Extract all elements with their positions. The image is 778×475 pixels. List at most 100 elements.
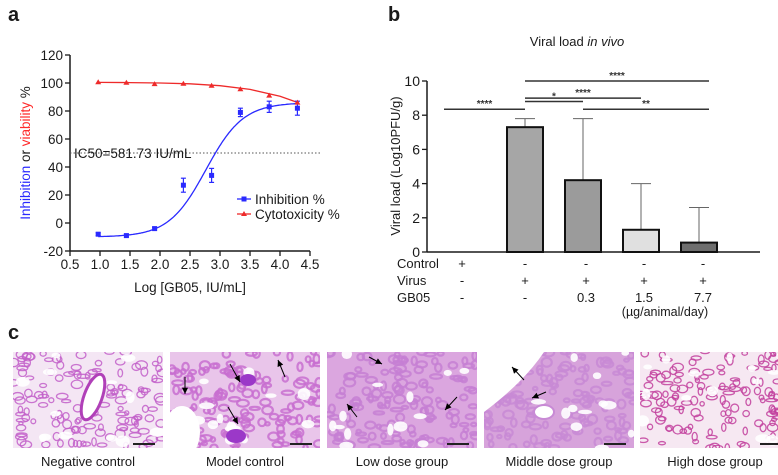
alveolus <box>388 366 403 375</box>
alveolus <box>119 427 128 432</box>
alveolus <box>730 403 740 413</box>
alveolus <box>190 403 198 412</box>
airspace <box>688 371 701 377</box>
legend: Inhibition %Cytotoxicity % <box>237 192 340 222</box>
alveolus <box>628 398 634 406</box>
alveolus <box>736 440 746 447</box>
alveolus <box>114 358 126 366</box>
alveolus <box>357 436 369 444</box>
alveolus <box>372 410 386 416</box>
airspace <box>120 354 136 362</box>
inhibition-point <box>95 231 101 237</box>
airspace <box>643 364 652 370</box>
alveolus <box>73 369 82 380</box>
alveolus <box>80 440 87 448</box>
alveolus <box>741 386 751 397</box>
alveolus <box>640 352 650 358</box>
alveolus <box>367 443 382 448</box>
cytotoxicity-point <box>151 81 158 87</box>
alveolus <box>772 393 778 402</box>
alveolus <box>669 384 681 393</box>
alveolus <box>129 427 140 434</box>
alveolus <box>435 436 449 446</box>
alveolus <box>14 396 26 405</box>
alveolus <box>469 421 477 428</box>
alveolus <box>346 419 357 429</box>
alveolus <box>82 441 92 447</box>
alveolus <box>580 390 589 397</box>
alveolus <box>24 388 33 398</box>
alveolus <box>657 440 667 446</box>
airspace <box>627 429 634 438</box>
alveolus <box>367 431 377 441</box>
alveolus <box>356 352 366 362</box>
alveolus <box>67 437 76 448</box>
alveolus <box>764 387 774 397</box>
alveolus <box>327 352 336 358</box>
alveolus <box>447 437 455 447</box>
alveolus <box>171 379 185 387</box>
alveolus <box>283 414 293 422</box>
alveolus <box>379 432 388 440</box>
x-tick-label: 4.0 <box>271 257 290 272</box>
alveolus <box>229 442 241 448</box>
airspace <box>38 433 52 441</box>
alveolus <box>75 352 87 360</box>
alveolus <box>156 368 163 378</box>
alveolus <box>140 366 149 377</box>
alveolus <box>380 439 395 446</box>
alveolus <box>115 411 129 417</box>
alveolus <box>239 408 250 418</box>
airspace <box>216 413 224 424</box>
alveolus <box>772 378 778 385</box>
alveolus <box>94 359 103 367</box>
significance-label: **** <box>575 88 591 99</box>
cytotoxicity-point <box>237 86 244 92</box>
x-tick-label: 3.0 <box>211 257 230 272</box>
alveolus <box>579 396 592 407</box>
alveolus <box>110 388 119 396</box>
alveolus <box>447 361 459 370</box>
alveolus <box>296 361 304 373</box>
alveolus <box>646 375 654 382</box>
condition-cell: + <box>640 273 648 288</box>
alveolus <box>430 356 439 366</box>
x-tick-label: 2.5 <box>181 257 200 272</box>
bar-virus <box>506 126 544 253</box>
alveolus <box>361 352 373 362</box>
condition-cell: - <box>642 256 646 271</box>
alveolus <box>463 385 476 393</box>
alveolus <box>399 441 413 448</box>
y-tick-label: 60 <box>48 132 63 147</box>
alveolus <box>209 436 217 443</box>
alveolus <box>614 427 623 433</box>
alveolus <box>364 375 378 385</box>
alveolus <box>391 434 403 443</box>
cytotoxicity-fit-curve <box>98 81 299 104</box>
alveolus <box>720 422 727 432</box>
alveolus <box>327 403 336 414</box>
histology-image-middle-dose-group <box>484 352 634 448</box>
alveolus <box>17 368 28 378</box>
inhibition-point <box>294 105 300 111</box>
alveolus <box>97 423 105 432</box>
airspace <box>301 420 315 429</box>
alveolus <box>617 436 630 445</box>
alveolus <box>679 428 688 434</box>
alveolus <box>393 384 404 394</box>
cytotoxicity-point <box>294 99 301 105</box>
alveolus <box>257 417 267 428</box>
alveolus <box>540 379 555 387</box>
alveolus <box>354 366 363 373</box>
alveolus <box>649 369 662 376</box>
legend-label: Cytotoxicity % <box>255 207 340 222</box>
alveolus <box>304 355 312 364</box>
alveolus <box>84 371 91 380</box>
condition-cell: - <box>701 256 705 271</box>
alveolus <box>406 424 416 435</box>
arrow-icon <box>181 387 189 394</box>
alveolus <box>699 400 705 407</box>
alveolus <box>91 368 102 373</box>
y-tick-label: 6 <box>412 141 420 157</box>
alveolus <box>15 424 27 432</box>
